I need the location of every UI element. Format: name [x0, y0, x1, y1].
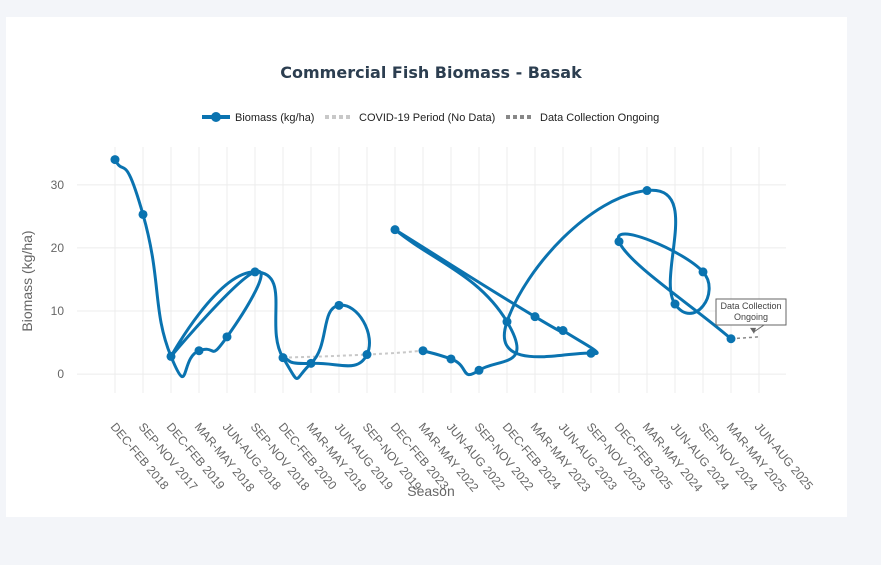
y-gridlines	[77, 184, 786, 375]
biomass-point	[166, 351, 176, 361]
y-tick-label: 0	[57, 367, 64, 381]
biomass-point	[670, 299, 680, 309]
legend-item-ongoing[interactable]: Data Collection Ongoing	[506, 112, 659, 124]
series-lines	[113, 158, 760, 380]
legend-label-biomass: Biomass (kg/ha)	[235, 112, 314, 124]
biomass-point	[250, 267, 260, 277]
biomass-point	[698, 267, 708, 277]
biomass-point	[474, 365, 484, 375]
chart-title: Commercial Fish Biomass - Basak	[280, 63, 582, 82]
annotation-box	[715, 298, 787, 326]
biomass-point	[726, 334, 736, 344]
biomass-point	[446, 354, 456, 364]
biomass-point	[614, 237, 624, 247]
biomass-point	[138, 209, 148, 219]
annotation-arrow	[753, 324, 765, 333]
annotation-arrowhead	[750, 327, 756, 334]
legend-label-ongoing: Data Collection Ongoing	[540, 112, 659, 124]
y-tick-label: 10	[51, 304, 65, 318]
biomass-line-segment	[113, 158, 371, 380]
covid-line	[282, 349, 424, 359]
y-axis-title: Biomass (kg/ha)	[19, 230, 35, 331]
chart-svg: Commercial Fish Biomass - Basak Biomass …	[19, 63, 817, 499]
legend-label-covid: COVID-19 Period (No Data)	[359, 112, 495, 124]
chart-card: Commercial Fish Biomass - Basak Biomass …	[6, 17, 847, 517]
legend: Biomass (kg/ha) COVID-19 Period (No Data…	[202, 112, 659, 124]
biomass-point	[586, 348, 596, 358]
legend-marker-biomass	[211, 112, 221, 122]
annotation-text-line1: Data Collection	[720, 301, 781, 311]
annotation: Data Collection Ongoing	[715, 298, 787, 334]
biomass-point	[418, 346, 428, 356]
x-axis-title: Season	[407, 483, 454, 499]
y-tick-labels: 0 10 20 30	[51, 178, 65, 381]
x-gridlines	[114, 147, 760, 393]
biomass-point	[558, 326, 568, 336]
legend-item-biomass[interactable]: Biomass (kg/ha)	[202, 112, 314, 124]
biomass-line-segment	[393, 228, 519, 377]
legend-item-covid[interactable]: COVID-19 Period (No Data)	[325, 112, 495, 124]
biomass-point	[362, 350, 372, 360]
series-markers	[110, 155, 736, 375]
biomass-point	[222, 332, 232, 342]
annotation-text-line2: Ongoing	[734, 312, 768, 322]
biomass-point	[390, 225, 400, 235]
y-tick-label: 20	[51, 241, 65, 255]
biomass-point	[306, 358, 316, 368]
y-tick-label: 30	[51, 178, 65, 192]
biomass-point	[110, 155, 120, 165]
biomass-point	[502, 317, 512, 327]
biomass-point	[530, 312, 540, 322]
biomass-point	[194, 346, 204, 356]
biomass-point	[278, 353, 288, 363]
biomass-point	[642, 186, 652, 196]
biomass-point	[334, 300, 344, 310]
